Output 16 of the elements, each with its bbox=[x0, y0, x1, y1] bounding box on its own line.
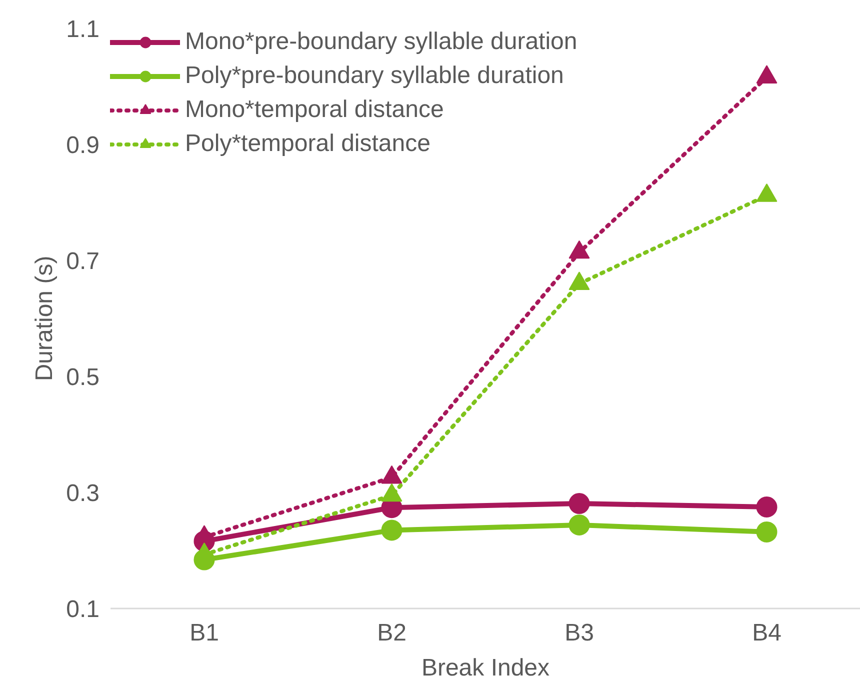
y-axis-title: Duration (s) bbox=[31, 256, 58, 382]
legend-label: Mono*pre-boundary syllable duration bbox=[185, 28, 578, 56]
x-tick-label: B2 bbox=[377, 620, 406, 646]
y-tick-label: 0.5 bbox=[66, 364, 100, 391]
legend-label: Poly*temporal distance bbox=[185, 130, 430, 158]
y-tick-label: 0.7 bbox=[66, 248, 100, 275]
x-tick-label: B3 bbox=[564, 620, 594, 646]
y-tick-label: 0.3 bbox=[66, 480, 100, 507]
legend-label: Mono*temporal distance bbox=[185, 96, 444, 124]
y-tick-label: 0.1 bbox=[66, 596, 100, 623]
y-tick-label: 0.9 bbox=[66, 132, 100, 159]
x-tick-label: B1 bbox=[190, 620, 219, 646]
legend-label: Poly*pre-boundary syllable duration bbox=[185, 62, 564, 90]
x-axis-title: Break Index bbox=[421, 654, 550, 682]
x-tick-label: B4 bbox=[752, 620, 782, 646]
y-tick-label: 1.1 bbox=[66, 16, 100, 43]
